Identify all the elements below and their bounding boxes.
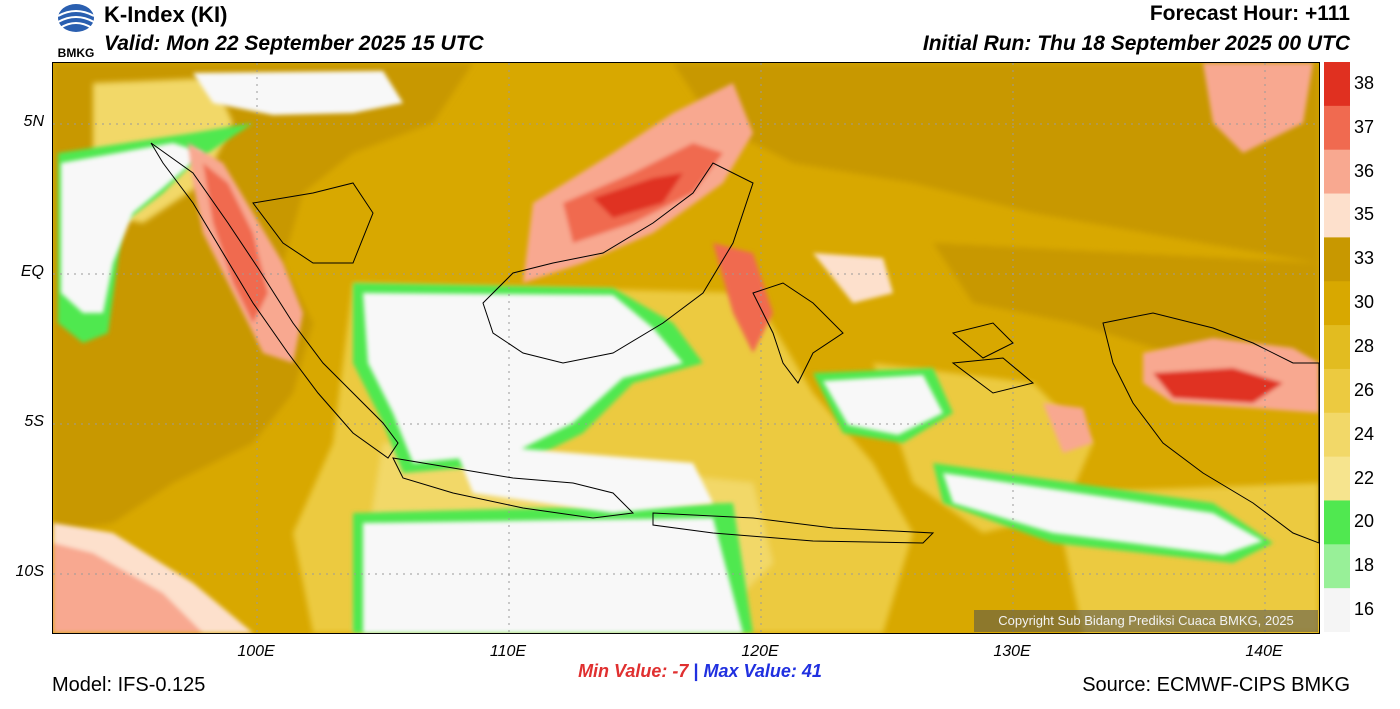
papua-coast (1102, 312, 1319, 544)
map-panel (52, 62, 1320, 634)
colorbar-swatch (1324, 105, 1350, 151)
colorbar-label: 18 (1354, 555, 1375, 576)
min-value: -7 (672, 661, 689, 681)
colorbar (1324, 62, 1350, 632)
lat-label-eq: EQ (20, 263, 44, 280)
colorbar-label: 22 (1354, 467, 1375, 488)
colorbar-label: 36 (1354, 160, 1375, 181)
colorbar-swatch (1324, 456, 1350, 501)
model-info: Model: IFS-0.125 (52, 674, 206, 696)
colorbar-label: 30 (1354, 292, 1375, 313)
k-index-map (53, 63, 1319, 633)
sulawesi-coast (752, 282, 844, 384)
colorbar-swatch (1324, 281, 1350, 326)
lon-label-130e: 130E (993, 643, 1031, 660)
copyright-notice: Copyright Sub Bidang Prediksi Cuaca BMKG… (974, 610, 1318, 632)
colorbar-swatch (1324, 193, 1350, 238)
colorbar-label: 26 (1354, 379, 1375, 400)
colorbar-label: 33 (1354, 248, 1375, 269)
field-low-values (61, 71, 1263, 633)
java-coast (392, 457, 635, 519)
malay-peninsula-coast (252, 182, 374, 264)
colorbar-swatch (1324, 62, 1350, 107)
min-max-separator: | (693, 661, 699, 681)
forecast-hour: Forecast Hour: +111 (1149, 2, 1350, 25)
initial-run: Initial Run: Thu 18 September 2025 00 UT… (922, 32, 1350, 55)
colorbar-swatch (1324, 500, 1350, 545)
colorbar-label: 20 (1354, 511, 1375, 532)
data-source: Source: ECMWF-CIPS BMKG (1082, 674, 1350, 696)
lat-label-5n: 5N (23, 113, 44, 130)
sumatra-coast (150, 142, 399, 459)
lat-label-5s: 5S (24, 413, 44, 430)
borneo-coast (482, 162, 754, 364)
colorbar-swatch (1324, 368, 1350, 414)
max-label: Max Value: (703, 661, 797, 681)
map-title: K-Index (KI) (104, 2, 228, 27)
min-max-values: Min Value: -7 | Max Value: 41 (0, 661, 1400, 682)
lon-label-110e: 110E (489, 643, 527, 660)
colorbar-swatch (1324, 588, 1350, 632)
seram-coast (951, 357, 1035, 394)
colorbar-label: 28 (1354, 336, 1375, 356)
colorbar-swatch (1324, 149, 1350, 195)
colorbar-label: 24 (1354, 423, 1375, 444)
maluku-coast (951, 322, 1014, 359)
colorbar-label: 16 (1354, 599, 1375, 620)
lon-label-140e: 140E (1245, 643, 1283, 660)
lat-label-10s: 10S (15, 563, 44, 580)
gridlines (53, 63, 1319, 633)
lon-label-100e: 100E (237, 643, 275, 660)
colorbar-swatch (1324, 325, 1350, 370)
colorbar-swatch (1324, 237, 1350, 282)
colorbar-swatch (1324, 412, 1350, 458)
field-high-values (53, 63, 1319, 633)
colorbar-label: 37 (1354, 116, 1375, 137)
nusa-tenggara-coast (652, 512, 935, 544)
coastlines (150, 142, 1319, 544)
colorbar-label: 38 (1354, 72, 1375, 93)
lon-label-120e: 120E (741, 643, 779, 660)
valid-time: Valid: Mon 22 September 2025 15 UTC (104, 32, 484, 55)
min-label: Min Value: (578, 661, 668, 681)
colorbar-swatch (1324, 544, 1350, 589)
max-value: 41 (801, 661, 822, 681)
logo-text: BMKG (58, 46, 95, 60)
bmkg-logo: BMKG (57, 4, 95, 60)
colorbar-label: 35 (1354, 204, 1375, 225)
